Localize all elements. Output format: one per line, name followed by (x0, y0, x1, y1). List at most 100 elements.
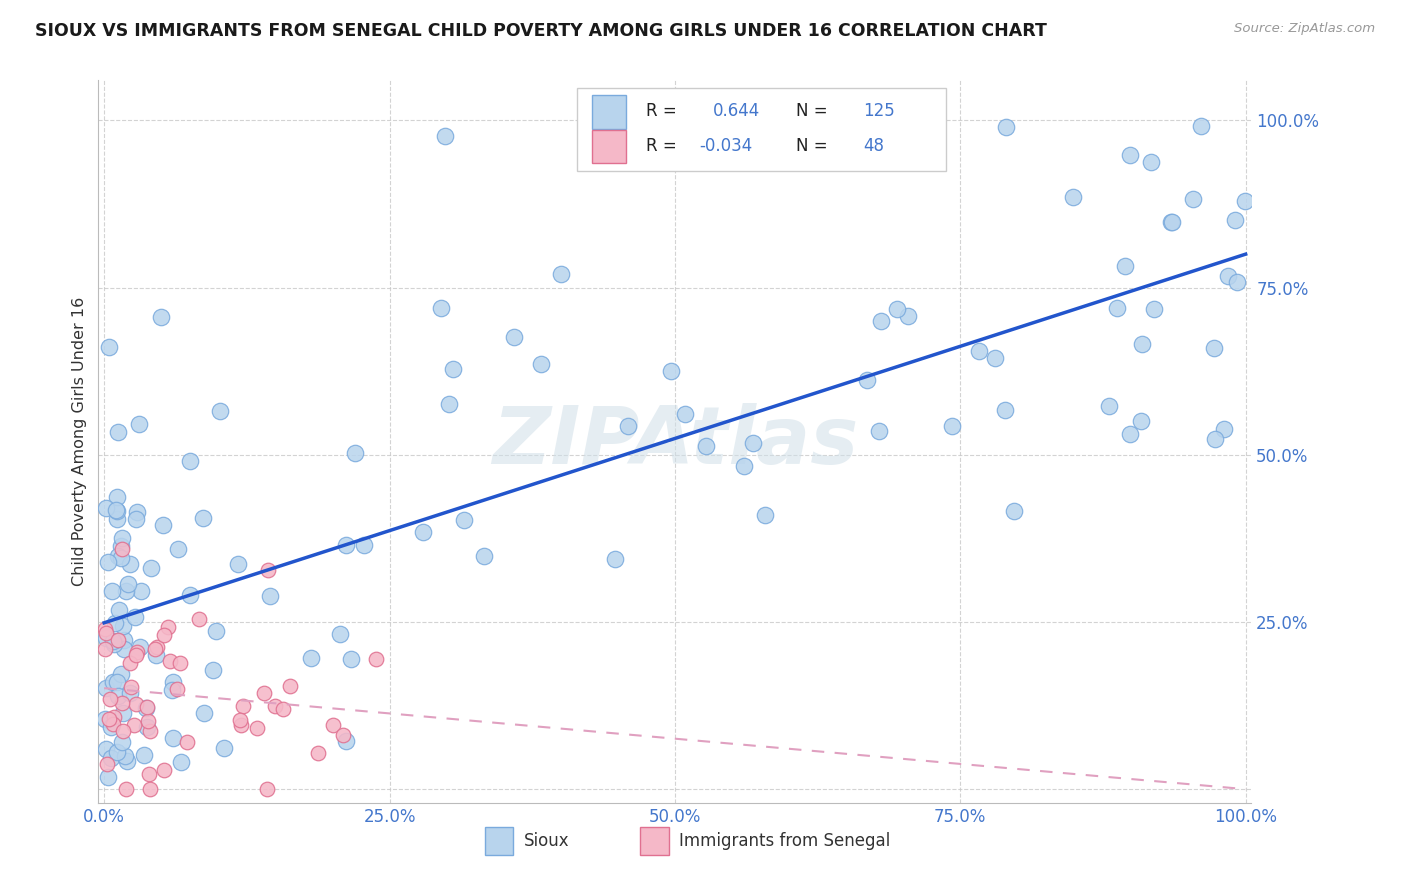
Point (1212, 422, 1234, 436)
Point (733, 459, 755, 474)
Point (1114, 259, 1136, 273)
Point (105, 745, 128, 759)
Text: SIOUX VS IMMIGRANTS FROM SENEGAL CHILD POVERTY AMONG GIRLS UNDER 16 CORRELATION : SIOUX VS IMMIGRANTS FROM SENEGAL CHILD P… (35, 22, 1047, 40)
Point (107, 549, 129, 563)
Text: N =: N = (796, 137, 832, 155)
Point (124, 718, 146, 732)
Point (96, 681, 118, 696)
Point (132, 747, 155, 762)
Point (107, 689, 129, 703)
Point (129, 584, 152, 599)
Point (232, 699, 254, 714)
Point (257, 563, 280, 577)
Point (157, 620, 180, 634)
Point (343, 446, 366, 460)
Point (1189, 119, 1212, 133)
Point (103, 710, 125, 724)
Point (271, 702, 294, 716)
Point (115, 583, 138, 598)
Point (229, 718, 252, 732)
Point (139, 560, 162, 574)
Point (96, 632, 118, 646)
Point (105, 674, 128, 689)
Point (1216, 268, 1239, 283)
Point (120, 681, 142, 695)
Point (111, 542, 134, 557)
Point (212, 741, 235, 756)
Point (96, 626, 118, 640)
Point (138, 724, 160, 739)
Point (115, 754, 138, 768)
Point (96, 555, 118, 569)
Bar (592, 95, 627, 128)
Point (159, 654, 181, 668)
Point (870, 313, 893, 327)
Point (118, 686, 141, 700)
Point (353, 538, 375, 552)
Point (100, 584, 122, 599)
Point (322, 718, 344, 732)
Text: Source: ZipAtlas.com: Source: ZipAtlas.com (1234, 22, 1375, 36)
Point (166, 542, 188, 557)
Point (995, 120, 1018, 135)
Point (98, 340, 121, 354)
Point (115, 782, 138, 797)
Point (105, 490, 128, 504)
Point (94, 622, 117, 636)
Point (97, 770, 120, 784)
Point (897, 309, 920, 323)
Text: 0.644: 0.644 (713, 103, 761, 120)
Point (176, 735, 198, 749)
Point (754, 508, 776, 522)
Point (429, 301, 451, 315)
Point (145, 648, 167, 662)
Point (253, 685, 276, 699)
Point (246, 721, 269, 735)
Point (1226, 276, 1249, 290)
Point (550, 268, 572, 282)
Text: R =: R = (647, 103, 682, 120)
Point (742, 436, 765, 450)
Point (994, 402, 1017, 417)
Point (103, 637, 125, 651)
Point (229, 713, 252, 727)
Point (125, 697, 148, 711)
Point (1062, 190, 1084, 204)
Point (329, 626, 352, 640)
Point (205, 624, 228, 638)
Bar (485, 828, 513, 855)
Y-axis label: Child Poverty Among Girls Under 16: Child Poverty Among Girls Under 16 (72, 297, 87, 586)
Point (114, 749, 136, 764)
Point (188, 612, 211, 626)
Point (453, 513, 475, 527)
Point (111, 531, 134, 545)
Point (1160, 215, 1182, 229)
Point (208, 403, 231, 417)
Point (162, 675, 184, 690)
Point (110, 550, 132, 565)
Point (886, 302, 908, 317)
Point (107, 512, 129, 526)
Point (166, 681, 188, 696)
Point (443, 362, 465, 376)
Point (153, 763, 176, 777)
Text: -0.034: -0.034 (699, 137, 752, 155)
Point (112, 706, 135, 720)
Point (105, 504, 128, 518)
Point (136, 700, 159, 714)
Point (1204, 342, 1226, 356)
Point (1223, 212, 1246, 227)
Point (868, 424, 890, 438)
Point (104, 615, 127, 630)
Point (202, 663, 225, 677)
Point (472, 549, 495, 564)
Point (128, 417, 150, 432)
Point (120, 656, 142, 670)
Point (340, 652, 363, 666)
Text: Sioux: Sioux (524, 832, 569, 850)
Point (1130, 336, 1153, 351)
Point (530, 357, 553, 371)
Point (153, 627, 176, 641)
Point (335, 733, 357, 747)
Point (101, 716, 124, 731)
